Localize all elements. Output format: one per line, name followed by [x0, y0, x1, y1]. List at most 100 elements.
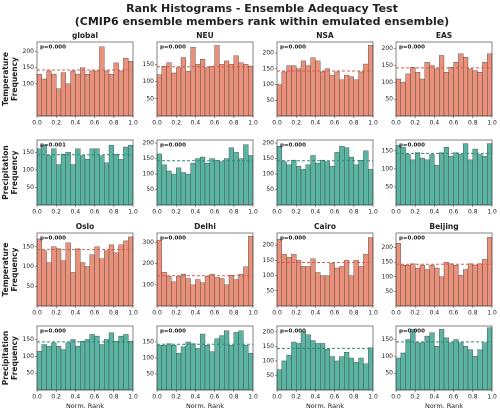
- bar: [128, 145, 134, 206]
- bar: [51, 73, 57, 117]
- bar: [400, 147, 406, 206]
- bar: [238, 62, 244, 117]
- x-tick-label: 0.0: [32, 209, 42, 216]
- bar: [104, 339, 110, 391]
- bar: [315, 60, 321, 117]
- y-tick-label: 100: [263, 171, 275, 178]
- bar: [334, 360, 340, 391]
- bar: [415, 152, 421, 206]
- bar: [204, 345, 210, 391]
- y-tick-label: 150: [382, 62, 394, 69]
- bar: [243, 345, 249, 391]
- x-tick-label: 0.0: [32, 310, 42, 317]
- y-tick-label: 200: [263, 50, 275, 57]
- bar: [228, 147, 234, 206]
- x-tick-label: 0.6: [449, 394, 459, 401]
- bar: [94, 246, 100, 307]
- y-tick-label: 100: [263, 272, 275, 279]
- bar: [439, 152, 445, 206]
- y-tick-label: 50: [385, 370, 393, 377]
- bar: [419, 157, 425, 206]
- x-tick-label: 0.4: [311, 209, 321, 216]
- bar: [128, 236, 134, 307]
- bar: [224, 284, 230, 307]
- bar: [243, 64, 249, 117]
- y-tick-label: 150: [263, 257, 275, 264]
- bar: [339, 146, 345, 206]
- x-tick-label: 1.0: [248, 209, 258, 216]
- y-tick-label: 50: [266, 186, 274, 193]
- x-tick-label: 0.2: [291, 209, 301, 216]
- bar: [339, 266, 345, 307]
- bar: [443, 262, 449, 307]
- bar: [286, 257, 292, 307]
- x-tick-label: 0.8: [109, 394, 119, 401]
- bar: [113, 62, 119, 117]
- x-tick-label: 1.0: [128, 120, 138, 127]
- bar: [400, 264, 406, 307]
- bar: [276, 146, 282, 206]
- bar: [300, 266, 306, 307]
- bar: [410, 159, 416, 206]
- x-tick-label: 0.8: [468, 310, 478, 317]
- bar: [209, 65, 215, 117]
- panel-title: NEU: [196, 31, 214, 40]
- bar: [487, 237, 493, 307]
- x-tick-label: 1.0: [368, 209, 378, 216]
- y-tick-label: 100: [23, 166, 35, 173]
- bar: [166, 276, 172, 307]
- x-tick-label: 0.8: [349, 120, 359, 127]
- x-tick-label: 1.0: [487, 310, 497, 317]
- bar: [363, 63, 369, 117]
- p-value: p=0.000: [280, 143, 306, 149]
- p-value: p=0.000: [160, 45, 186, 51]
- bar: [104, 162, 110, 206]
- bar: [482, 156, 488, 206]
- bar: [368, 347, 374, 391]
- bar: [200, 282, 206, 307]
- x-tick-label: 1.0: [128, 209, 138, 216]
- x-tick-label: 0.0: [391, 310, 401, 317]
- panel-title: NSA: [316, 31, 334, 40]
- x-tick-label: 1.0: [248, 120, 258, 127]
- bar: [434, 267, 440, 307]
- p-value: p=0.000: [280, 236, 306, 242]
- x-tick-label: 0.2: [410, 120, 420, 127]
- axes-frame: [395, 232, 493, 307]
- p-value: p=0.000: [399, 143, 425, 149]
- bar: [228, 64, 234, 117]
- bar: [395, 357, 401, 391]
- x-tick-label: 0.2: [410, 209, 420, 216]
- bar: [46, 70, 52, 117]
- bar: [180, 274, 186, 307]
- bar: [99, 344, 105, 391]
- y-tick-label: 50: [385, 183, 393, 190]
- bar: [180, 346, 186, 391]
- bar: [286, 164, 292, 206]
- bar: [472, 264, 478, 307]
- bar: [324, 349, 330, 391]
- bar: [214, 338, 220, 391]
- x-tick-label: 0.2: [171, 310, 181, 317]
- bar: [99, 155, 105, 206]
- x-tick-label: 0.8: [468, 120, 478, 127]
- bar: [51, 148, 57, 206]
- bar: [104, 70, 110, 117]
- bar: [233, 55, 239, 117]
- bar: [36, 238, 42, 307]
- bar: [405, 73, 411, 117]
- bar: [123, 57, 129, 117]
- bar: [176, 276, 182, 307]
- bar: [75, 346, 81, 391]
- bar: [56, 248, 62, 307]
- y-tick-label: 50: [146, 186, 154, 193]
- bar: [315, 272, 321, 307]
- bar: [453, 339, 459, 391]
- bar: [70, 272, 76, 307]
- bar: [320, 159, 326, 206]
- bar: [400, 352, 406, 391]
- bar: [224, 60, 230, 117]
- bar: [419, 342, 425, 391]
- y-tick-label: 150: [382, 147, 394, 154]
- bar: [214, 277, 220, 307]
